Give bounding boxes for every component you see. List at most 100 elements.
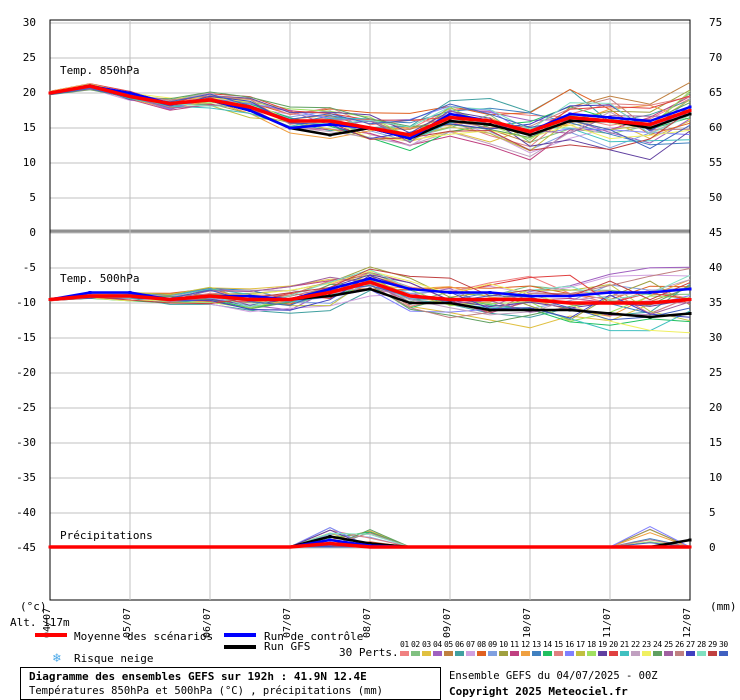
data-point <box>88 291 92 294</box>
data-point <box>448 119 452 123</box>
data-point <box>648 291 652 294</box>
altitude-label: Alt. 117m <box>10 616 70 629</box>
date-tick-label: 10/07 <box>522 607 533 638</box>
data-point <box>648 315 652 319</box>
right-tick-label: 60 <box>709 121 723 134</box>
left-tick-label: -10 <box>16 296 36 309</box>
data-point <box>448 298 452 301</box>
pert-swatch <box>686 651 695 656</box>
pert-swatch <box>598 651 607 656</box>
left-tick-label: -35 <box>16 471 36 484</box>
right-tick-label: 25 <box>709 366 723 379</box>
pert-id: 04 <box>433 640 442 649</box>
data-point <box>448 116 452 119</box>
control-legend: Run de contrôle <box>264 630 364 643</box>
pert-swatch <box>466 651 475 656</box>
pert-id: 06 <box>455 640 464 649</box>
data-point <box>688 109 692 112</box>
date-tick-label: 09/07 <box>442 607 453 638</box>
pert-swatch <box>620 651 629 656</box>
data-point <box>328 294 332 298</box>
data-point <box>608 119 612 123</box>
data-point <box>288 119 292 123</box>
data-point <box>288 545 292 549</box>
data-point <box>528 130 532 133</box>
data-point <box>128 294 132 298</box>
data-point <box>608 545 612 549</box>
data-point <box>208 294 212 298</box>
data-point <box>568 116 572 119</box>
control-swatch <box>224 633 256 637</box>
data-point <box>648 301 652 305</box>
pert-id: 16 <box>565 640 574 649</box>
pert-swatch <box>433 651 442 656</box>
main-series-lines <box>48 84 692 549</box>
right-tick-label: 75 <box>709 16 723 29</box>
data-point <box>328 119 332 123</box>
left-tick-label: -45 <box>16 541 36 554</box>
pert-swatch <box>708 651 717 656</box>
pert-id: 12 <box>521 640 530 649</box>
right-tick-label: 10 <box>709 471 723 484</box>
left-tick-label: -30 <box>16 436 36 449</box>
data-point <box>688 298 692 301</box>
pert-swatch <box>532 651 541 656</box>
gfs-swatch <box>224 645 256 649</box>
right-tick-label: 50 <box>709 191 723 204</box>
left-tick-label: -40 <box>16 506 36 519</box>
data-point <box>648 119 652 123</box>
data-point <box>408 287 412 291</box>
data-point <box>48 91 52 95</box>
data-point <box>448 112 452 116</box>
pert-id: 15 <box>554 640 563 649</box>
snowflake-icon: ❄ <box>53 651 61 666</box>
data-point <box>288 298 292 301</box>
data-point <box>328 538 332 542</box>
data-point <box>568 545 572 549</box>
pert-id: 30 <box>719 640 728 649</box>
perts-legend: 30 Perts. <box>339 646 399 659</box>
data-point <box>248 294 252 298</box>
data-point <box>488 545 492 549</box>
pert-swatch <box>488 651 497 656</box>
data-point <box>208 545 212 549</box>
data-point <box>248 545 252 549</box>
date-tick-label: 08/07 <box>362 607 373 638</box>
data-point <box>648 545 652 549</box>
data-point <box>488 298 492 301</box>
pert-id: 18 <box>587 640 596 649</box>
data-point <box>688 545 692 549</box>
pert-id: 22 <box>631 640 640 649</box>
data-point <box>328 287 332 291</box>
left-tick-label: -20 <box>16 366 36 379</box>
data-point <box>488 308 492 312</box>
pert-swatch <box>411 651 420 656</box>
left-tick-label: 15 <box>22 121 36 134</box>
unit-right: (mm) <box>710 600 737 613</box>
pert-swatch <box>543 651 552 656</box>
data-point <box>248 109 252 112</box>
pert-line-500 <box>49 274 691 313</box>
data-point <box>488 291 492 294</box>
pert-id: 27 <box>686 640 695 649</box>
data-point <box>688 112 692 116</box>
data-point <box>48 298 52 301</box>
pert-id: 19 <box>598 640 607 649</box>
data-point <box>208 98 212 102</box>
left-tick-label: 20 <box>22 86 36 99</box>
data-point <box>688 105 692 109</box>
data-point <box>408 545 412 549</box>
right-tick-label: 40 <box>709 261 723 274</box>
data-point <box>328 535 332 538</box>
data-point <box>568 119 572 123</box>
data-point <box>408 137 412 140</box>
pert-swatch <box>565 651 574 656</box>
data-point <box>328 291 332 294</box>
data-point <box>88 545 92 549</box>
pert-id: 07 <box>466 640 475 649</box>
data-point <box>648 126 652 130</box>
data-point <box>688 312 692 315</box>
pert-swatch <box>642 651 651 656</box>
data-point <box>368 545 372 549</box>
